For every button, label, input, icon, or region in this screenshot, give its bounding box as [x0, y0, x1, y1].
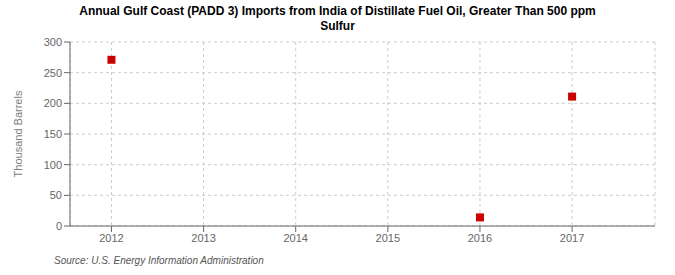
html-text:Sulfur: Sulfur	[320, 19, 355, 33]
svg-text:2016: 2016	[468, 232, 492, 244]
svg-text:250: 250	[44, 67, 62, 79]
svg-text:0: 0	[56, 220, 62, 232]
svg-text:2015: 2015	[376, 232, 400, 244]
svg-text:Thousand Barrels: Thousand Barrels	[12, 90, 24, 177]
svg-text:50: 50	[50, 189, 62, 201]
svg-text:2012: 2012	[99, 232, 123, 244]
html-text:Annual Gulf Coast (PADD 3) Imp: Annual Gulf Coast (PADD 3) Imports from …	[79, 4, 596, 18]
svg-text:200: 200	[44, 97, 62, 109]
svg-text:150: 150	[44, 128, 62, 140]
svg-text:100: 100	[44, 159, 62, 171]
svg-text:2013: 2013	[191, 232, 215, 244]
svg-text:2017: 2017	[560, 232, 584, 244]
svg-text:300: 300	[44, 36, 62, 48]
svg-text:2014: 2014	[283, 232, 307, 244]
html-text:Source: U.S. Energy Informatio: Source: U.S. Energy Information Administ…	[54, 255, 264, 266]
